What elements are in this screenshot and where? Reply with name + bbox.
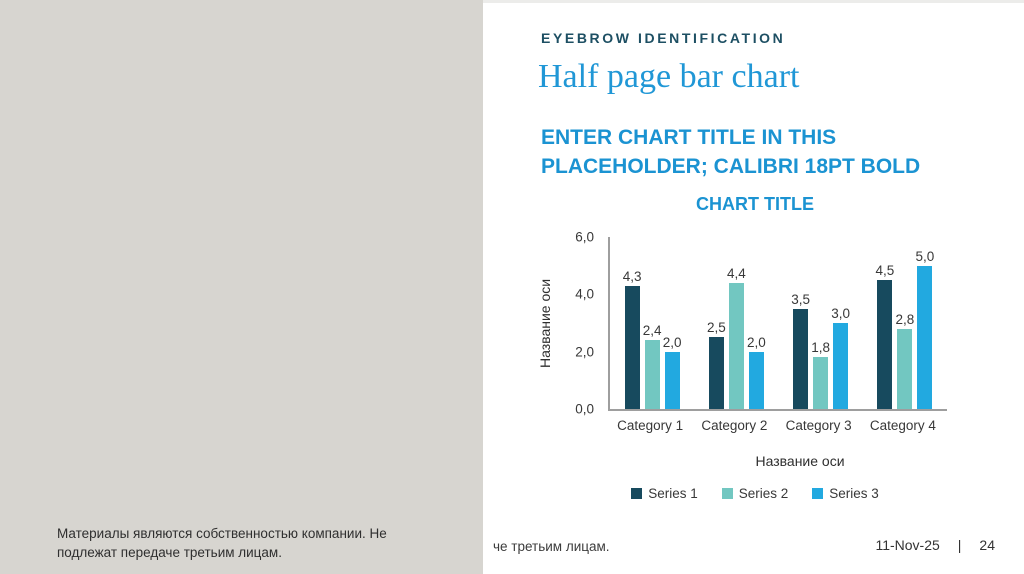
bar-value-label: 3,0 [831, 306, 851, 321]
footer-date: 11-Nov-25 [875, 537, 940, 553]
bar-series-2: 2,8 [895, 312, 914, 409]
bar-group: 4,3 2,4 2,0 [610, 237, 694, 409]
bar-series-1: 3,5 [791, 292, 810, 409]
category-label: Category 3 [785, 418, 852, 433]
bar-value-label: 2,0 [662, 334, 682, 350]
footer-separator: | [957, 537, 962, 553]
x-category-labels: Category 1 Category 2 Category 3 Category 4 [608, 418, 945, 433]
bar-value-label: 2,5 [706, 320, 726, 336]
bar-series-1: 2,5 [707, 320, 726, 409]
bar-value-label: 5,0 [915, 248, 935, 264]
category-label: Category 2 [701, 418, 768, 433]
top-hairline [0, 0, 1024, 3]
bar-series-3: 3,0 [831, 306, 850, 409]
bar-value-label: 3,5 [791, 291, 811, 307]
x-axis-title: Название оси [755, 453, 845, 469]
legend-swatch-icon [631, 488, 643, 499]
gray-overlay-panel: Материалы являются собственностью компан… [0, 0, 483, 574]
bar-value-label: 4,3 [622, 268, 642, 284]
legend-item: Series 3 [812, 486, 879, 501]
chart-title: CHART TITLE [696, 194, 814, 214]
bar-series-1: 4,5 [875, 263, 894, 409]
legend-item: Series 2 [721, 486, 789, 501]
page-title: Half page bar chart [538, 58, 800, 95]
slide-footer-fragment: че третьим лицам. [493, 539, 610, 554]
bar-series-2: 4,4 [727, 266, 746, 409]
footer-right: 11-Nov-25 | 24 [875, 537, 995, 553]
category-label: Category 1 [617, 418, 684, 433]
y-tick-label: 4,0 [575, 286, 594, 302]
bar-value-label: 4,5 [875, 263, 895, 278]
bar-series-2: 1,8 [811, 340, 830, 409]
legend-swatch-icon [721, 488, 733, 499]
legend-swatch-icon [812, 488, 824, 499]
legend-label: Series 2 [738, 486, 789, 501]
bar-value-label: 2,0 [746, 334, 766, 350]
y-tick-label: 0,0 [575, 401, 594, 417]
bar-series-3: 5,0 [915, 249, 934, 409]
legend-label: Series 3 [829, 486, 879, 501]
bar-group: 3,5 1,8 3,0 [779, 237, 863, 409]
bar-series-2: 2,4 [643, 323, 662, 409]
bar-value-label: 4,4 [726, 265, 746, 281]
y-axis-title: Название оси [537, 278, 553, 368]
bar-value-label: 2,8 [895, 311, 915, 327]
watermark-text: Материалы являются собственностью компан… [57, 526, 387, 560]
eyebrow-label: EYEBROW IDENTIFICATION [541, 30, 786, 46]
bar-series-3: 2,0 [747, 335, 766, 409]
y-tick-label: 2,0 [575, 344, 594, 360]
bar-group: 4,5 2,8 5,0 [863, 237, 947, 409]
bar-value-label: 2,4 [642, 323, 662, 339]
y-tick-label: 6,0 [575, 229, 594, 245]
chart-legend: Series 1 Series 2 Series 3 [545, 486, 965, 501]
bar-series-1: 4,3 [623, 269, 642, 409]
category-label: Category 4 [869, 418, 936, 433]
bar-value-label: 1,8 [811, 340, 831, 356]
bar-group: 2,5 4,4 2,0 [694, 237, 778, 409]
plot-area: 4,3 2,4 2,0 2,5 4,4 2,0 3,5 1,8 3,0 4,5 2,8 5,0 [608, 237, 947, 411]
bar-series-3: 2,0 [663, 335, 682, 409]
chart-placeholder-title: ENTER CHART TITLE IN THIS PLACEHOLDER; C… [541, 126, 921, 178]
legend-label: Series 1 [648, 486, 698, 501]
y-axis-ticks: 0,0 2,0 4,0 6,0 [556, 230, 600, 417]
footer-page-number: 24 [979, 537, 995, 553]
legend-item: Series 1 [631, 486, 698, 501]
